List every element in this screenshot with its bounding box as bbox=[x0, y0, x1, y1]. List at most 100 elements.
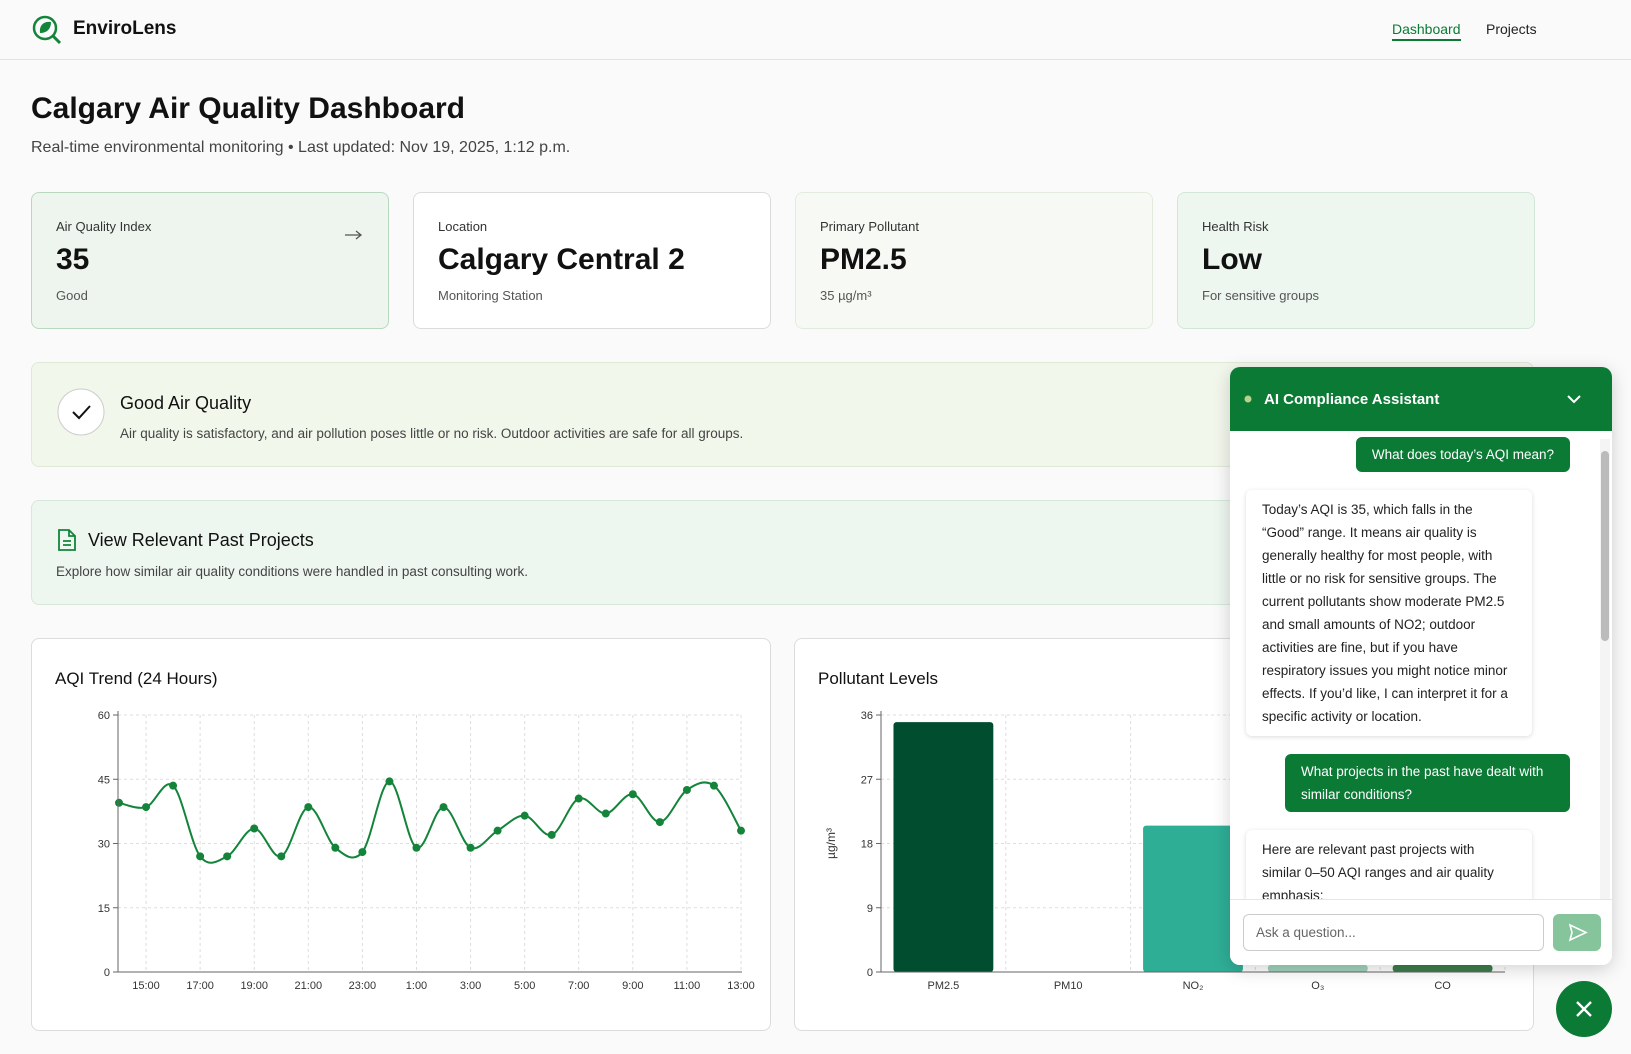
chart-title: Pollutant Levels bbox=[818, 669, 938, 688]
data-point bbox=[115, 798, 123, 807]
send-button[interactable] bbox=[1553, 914, 1601, 951]
data-point bbox=[358, 848, 367, 857]
chart: Pollutant Levels 0 9 18 27 36 µg/m³ PM2.5 PM10 NO… bbox=[818, 669, 1506, 992]
card-value: Calgary Central 2 bbox=[438, 243, 685, 276]
check-icon bbox=[57, 388, 105, 436]
brand[interactable]: EnviroLens bbox=[73, 18, 177, 39]
card[interactable]: Air Quality Index 35 Good bbox=[31, 192, 389, 329]
trend-line bbox=[118, 780, 742, 864]
x-tick-label: PM2.5 bbox=[928, 980, 960, 992]
chart: AQI Trend (24 Hours) 0 15 30 45 60 15:00 17:00 1… bbox=[55, 669, 755, 992]
close-chat-button[interactable] bbox=[1556, 981, 1612, 1037]
nav-link[interactable]: Projects bbox=[1486, 21, 1537, 37]
data-point bbox=[520, 811, 529, 820]
chart-panel: AQI Trend (24 Hours) 0 15 30 45 60 15:00 17:00 1… bbox=[31, 638, 771, 1031]
bar bbox=[1267, 964, 1368, 972]
user-message: What projects in the past have dealt wit… bbox=[1285, 754, 1570, 812]
chat-input[interactable]: Ask a question... bbox=[1243, 914, 1544, 951]
card: Location Calgary Central 2 Monitoring St… bbox=[413, 192, 771, 329]
card-value: Low bbox=[1202, 243, 1262, 276]
x-tick-label: 9:00 bbox=[622, 980, 643, 992]
user-message: What does today’s AQI mean? bbox=[1355, 437, 1570, 472]
bar bbox=[893, 722, 994, 972]
x-tick-label: 1:00 bbox=[406, 980, 427, 992]
card-note: For sensitive groups bbox=[1202, 288, 1320, 303]
data-point bbox=[547, 830, 556, 839]
nav-link[interactable]: Dashboard bbox=[1392, 21, 1461, 41]
x-tick-label: O₃ bbox=[1311, 980, 1324, 992]
x-tick-label: NO₂ bbox=[1183, 980, 1204, 992]
data-point bbox=[628, 790, 637, 799]
data-point bbox=[709, 781, 718, 790]
x-tick-label: 23:00 bbox=[349, 980, 377, 992]
card: Health Risk Low For sensitive groups bbox=[1177, 192, 1535, 329]
data-point bbox=[277, 852, 286, 861]
data-point bbox=[385, 777, 394, 786]
x-tick-label: 19:00 bbox=[240, 980, 268, 992]
card-label: Primary Pollutant bbox=[820, 219, 919, 234]
assistant-message: Today’s AQI is 35, which falls in the “G… bbox=[1246, 490, 1532, 736]
status-dot bbox=[1244, 395, 1252, 403]
card-label: Location bbox=[438, 219, 488, 234]
data-point bbox=[223, 852, 232, 861]
arrow-icon bbox=[345, 230, 363, 240]
page-subtitle: Real-time environmental monitoring • Las… bbox=[31, 139, 571, 156]
x-tick-label: 17:00 bbox=[186, 980, 214, 992]
x-tick-label: 13:00 bbox=[727, 980, 755, 992]
y-tick-label: 0 bbox=[867, 967, 873, 979]
data-point bbox=[655, 818, 664, 827]
data-point bbox=[601, 809, 610, 818]
scrollbar[interactable] bbox=[1600, 439, 1610, 899]
x-tick-label: 3:00 bbox=[460, 980, 481, 992]
data-point bbox=[169, 781, 178, 790]
y-tick-label: 36 bbox=[861, 710, 873, 722]
projects-title: View Relevant Past Projects bbox=[88, 530, 314, 550]
bar bbox=[1143, 825, 1243, 972]
chat-input-bar: Ask a question... bbox=[1230, 899, 1612, 965]
data-point bbox=[250, 824, 259, 833]
data-point bbox=[304, 803, 313, 812]
card-label: Health Risk bbox=[1202, 219, 1269, 234]
data-point bbox=[142, 803, 151, 812]
data-point bbox=[574, 794, 583, 803]
card-note: Monitoring Station bbox=[438, 288, 543, 303]
card-label: Air Quality Index bbox=[56, 219, 152, 234]
x-tick-label: 15:00 bbox=[132, 980, 160, 992]
card-value: 35 bbox=[56, 243, 90, 276]
y-tick-label: 18 bbox=[861, 839, 873, 851]
logo bbox=[32, 15, 62, 45]
y-axis-label: µg/m³ bbox=[824, 828, 838, 859]
collapse-icon[interactable] bbox=[1566, 393, 1582, 405]
y-tick-label: 30 bbox=[98, 839, 110, 851]
status-text: Air quality is satisfactory, and air pol… bbox=[120, 426, 744, 441]
x-tick-label: PM10 bbox=[1054, 980, 1083, 992]
data-point bbox=[439, 803, 448, 812]
chat-header[interactable]: AI Compliance Assistant bbox=[1230, 367, 1612, 431]
y-tick-label: 27 bbox=[861, 774, 873, 786]
x-tick-label: 7:00 bbox=[568, 980, 589, 992]
top-bar: EnviroLens Dashboard Projects bbox=[0, 0, 1631, 60]
x-tick-label: 21:00 bbox=[295, 980, 323, 992]
data-point bbox=[412, 843, 421, 852]
x-tick-label: CO bbox=[1434, 980, 1451, 992]
card-note: 35 µg/m³ bbox=[820, 288, 872, 303]
chart-title: AQI Trend (24 Hours) bbox=[55, 669, 218, 688]
bar bbox=[1392, 964, 1493, 972]
assistant-message: Here are relevant past projects with sim… bbox=[1246, 830, 1532, 899]
data-point bbox=[466, 843, 475, 852]
card-note: Good bbox=[56, 288, 88, 303]
projects-text: Explore how similar air quality conditio… bbox=[56, 564, 528, 579]
y-tick-label: 0 bbox=[104, 967, 110, 979]
data-point bbox=[331, 843, 340, 852]
y-tick-label: 60 bbox=[98, 710, 110, 722]
y-tick-label: 9 bbox=[867, 903, 873, 915]
page-title: Calgary Air Quality Dashboard bbox=[31, 92, 466, 125]
y-tick-label: 45 bbox=[98, 774, 110, 786]
doc-icon bbox=[58, 529, 76, 551]
chat-messages: What does today’s AQI mean? Today’s AQI i… bbox=[1230, 431, 1600, 899]
data-point bbox=[737, 826, 745, 835]
x-tick-label: 5:00 bbox=[514, 980, 535, 992]
status-title: Good Air Quality bbox=[120, 393, 252, 413]
chat-panel: AI Compliance Assistant What does today’… bbox=[1230, 367, 1612, 965]
